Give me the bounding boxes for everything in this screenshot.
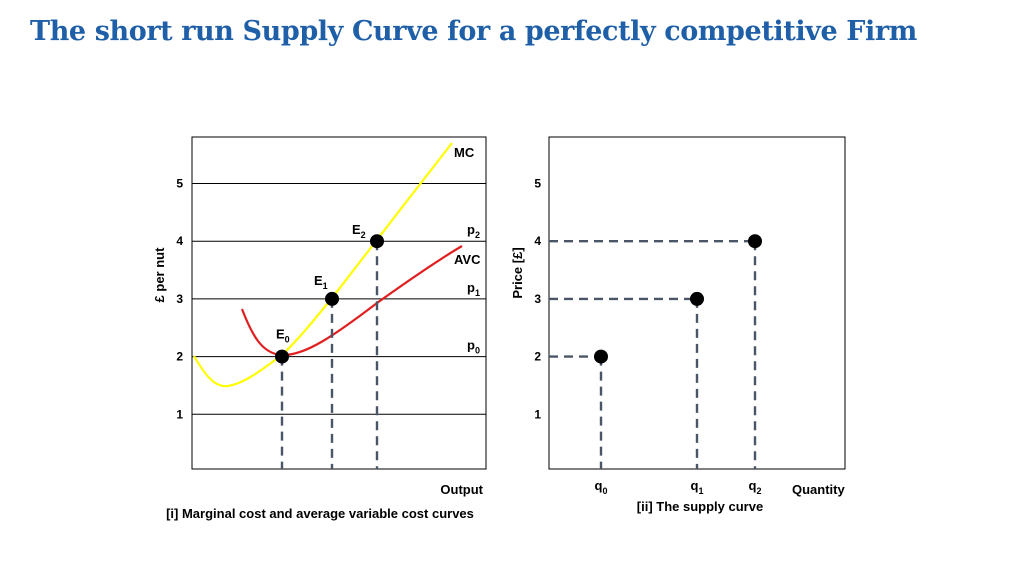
quantity-label: q0 (595, 478, 608, 496)
left-dashed-drops (280, 241, 379, 469)
right-y-tick-label: 2 (534, 350, 541, 364)
right-y-tick-label: 3 (534, 292, 541, 306)
left-price-labels: p2 p1 p0 (467, 222, 480, 355)
price-label: p2 (467, 222, 480, 240)
left-equilibrium-points (275, 234, 384, 364)
equilibrium-label: E0 (276, 327, 290, 345)
right-y-tick-label: 1 (534, 407, 541, 421)
right-quantity-labels: q0 q1 q2 (595, 478, 762, 496)
right-y-axis-label: Price [£] (510, 247, 525, 298)
supply-point (690, 291, 704, 306)
quantity-label: q1 (691, 478, 704, 496)
price-label: p0 (467, 338, 480, 356)
avc-label: AVC (454, 252, 481, 267)
right-x-axis-label: Quantity (792, 482, 845, 497)
left-x-axis-label: Output (440, 482, 483, 497)
right-y-tick-label: 5 (534, 177, 541, 191)
supply-point (594, 349, 608, 364)
left-y-tick-label: 2 (176, 350, 183, 364)
right-chart-caption: [ii] The supply curve (637, 499, 763, 514)
equilibrium-point (325, 291, 339, 306)
right-y-ticks: 1 2 3 4 5 (534, 177, 541, 422)
right-y-tick-label: 4 (534, 234, 541, 248)
left-y-tick-label: 3 (176, 292, 183, 306)
price-label: p1 (467, 280, 480, 298)
left-chart-caption: [i] Marginal cost and average variable c… (166, 506, 474, 521)
left-point-labels: E0 E1 E2 (276, 222, 366, 344)
equilibrium-point (275, 349, 289, 364)
left-y-axis-label: £ per nut (152, 247, 167, 303)
mc-curve (193, 142, 453, 388)
left-y-ticks: 1 2 3 4 5 (176, 177, 183, 422)
equilibrium-label: E2 (352, 222, 366, 240)
left-chart: 1 2 3 4 5 E0 E1 E2 p2 p1 p0 MC AVC £ per nut Out… (152, 136, 487, 521)
right-dashed-guides (549, 239, 757, 469)
supply-points (594, 234, 762, 364)
avc-curve (240, 245, 463, 357)
quantity-label: q2 (749, 478, 762, 496)
right-chart: 1 2 3 4 5 q0 q1 q2 Price [£] Quantity [ii] The… (510, 136, 846, 514)
slide-title: The short run Supply Curve for a perfect… (30, 16, 917, 47)
left-y-tick-label: 5 (176, 177, 183, 191)
equilibrium-point (370, 234, 384, 249)
left-y-tick-label: 4 (176, 234, 183, 248)
supply-point (748, 234, 762, 249)
mc-label: MC (454, 145, 475, 160)
left-plot-area (191, 136, 487, 470)
left-y-tick-label: 1 (176, 407, 183, 421)
equilibrium-label: E1 (314, 273, 328, 291)
